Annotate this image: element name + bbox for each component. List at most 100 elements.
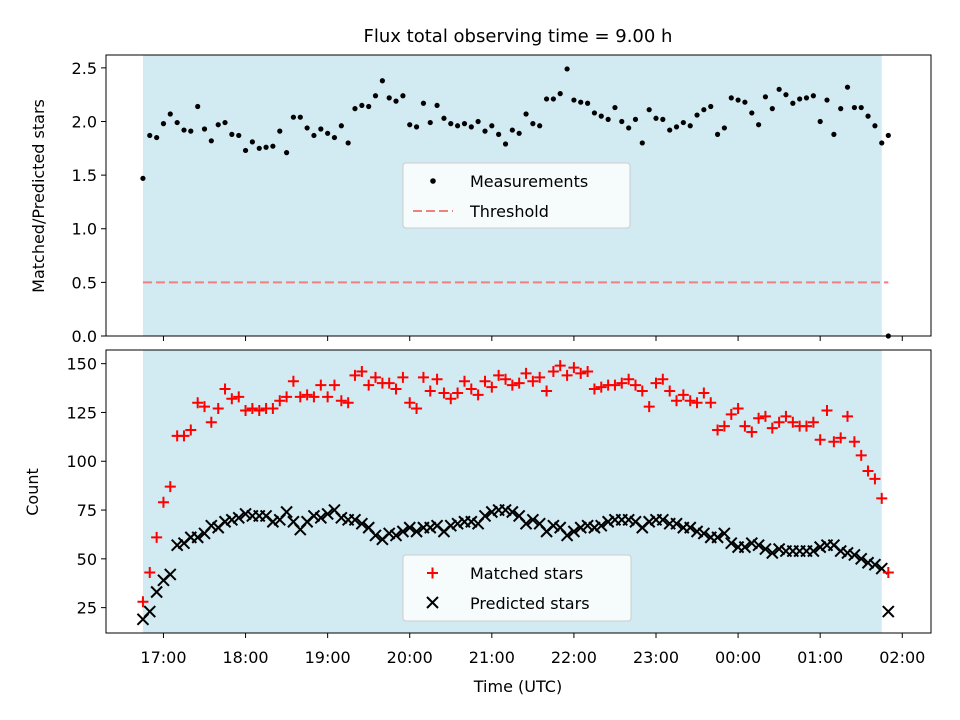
predicted-stars-point (239, 507, 252, 521)
matched-stars-point (294, 391, 306, 403)
measurement-point (605, 116, 611, 122)
top-x-ticks (162, 336, 903, 341)
measurement-point (831, 131, 837, 137)
predicted-stars-point (772, 542, 786, 556)
measurement-point (646, 107, 652, 113)
top-y-ticks: 0.0 0.5 1.0 1.5 2.0 2.5 (72, 59, 106, 346)
top-y-tick-label: 2.0 (72, 112, 97, 131)
measurement-point (468, 124, 474, 130)
predicted-stars-point (424, 521, 437, 534)
predicted-stars-point (861, 556, 875, 569)
matched-stars-point (862, 465, 874, 477)
predicted-stars-point (567, 525, 581, 538)
matched-stars-point (732, 403, 744, 415)
predicted-stars-point (335, 511, 348, 525)
predicted-stars-point (307, 509, 321, 523)
measurement-point (338, 123, 344, 129)
measurement-points (140, 66, 891, 339)
measurement-point (721, 125, 727, 131)
measurement-point (585, 100, 591, 106)
predicted-stars-point (205, 519, 218, 532)
matched-stars-point (404, 397, 416, 409)
matched-stars-point (821, 405, 833, 417)
bottom-x-ticks: 17:00 18:00 19:00 20:00 21:00 22:00 23:00 00:00… (140, 633, 925, 667)
measurement-point (865, 113, 871, 119)
matched-stars-point (609, 379, 621, 391)
matched-stars-point (390, 383, 402, 395)
measurement-point (571, 97, 577, 103)
matched-stars-point (650, 377, 662, 389)
measurement-point (482, 128, 488, 134)
matched-stars-point (643, 401, 655, 413)
measurement-point (872, 123, 878, 129)
legend-matched-marker (427, 567, 438, 579)
predicted-stars-point (547, 519, 560, 532)
matched-stars-point (568, 362, 580, 374)
predicted-stars-point (526, 513, 540, 527)
matched-stars-point (465, 383, 477, 395)
matched-stars-point (664, 385, 676, 397)
predicted-stars-point (841, 546, 854, 560)
measurement-point (160, 121, 167, 127)
measurement-point (879, 140, 885, 146)
top-axes-frame (105, 54, 932, 337)
measurement-point (352, 106, 358, 112)
matched-stars-point (349, 369, 361, 381)
matched-stars-point (185, 424, 197, 436)
top-legend-box (402, 162, 631, 229)
measurement-point (578, 99, 584, 105)
measurement-point (714, 131, 721, 137)
matched-stars-point (800, 420, 812, 432)
measurement-point (619, 118, 625, 125)
matched-stars-point (712, 424, 724, 436)
measurement-point (885, 132, 891, 139)
measurement-point (345, 140, 351, 146)
measurement-point (550, 96, 556, 102)
predicted-stars-point (813, 540, 827, 554)
measurement-point (379, 78, 385, 84)
matched-stars-point (773, 416, 785, 428)
legend-measurements-marker (430, 178, 436, 184)
matched-stars-point (417, 371, 429, 383)
count-points (136, 360, 895, 626)
matched-stars-point (479, 375, 491, 387)
matched-stars-point (677, 389, 689, 401)
legend-predicted-marker (426, 596, 439, 609)
matched-stars-point (192, 397, 204, 409)
measurement-point (140, 175, 146, 181)
matched-stars-point (575, 367, 587, 379)
matched-stars-point (246, 403, 258, 415)
matched-stars-point (458, 375, 470, 387)
measurement-point (461, 121, 468, 127)
matched-stars-point (370, 371, 381, 383)
matched-stars-point (233, 391, 245, 403)
measurement-point (434, 102, 440, 109)
matched-stars-point (164, 481, 176, 493)
predicted-stars-point (834, 544, 847, 558)
top-y-tick-label: 0.5 (72, 273, 97, 292)
matched-stars-point (848, 436, 860, 448)
measurement-point (359, 102, 365, 109)
matched-stars-point (588, 383, 600, 395)
measurement-point (557, 91, 563, 97)
measurement-point (776, 86, 782, 92)
measurement-point (331, 134, 338, 141)
predicted-stars-point (403, 521, 416, 534)
predicted-stars-point (868, 558, 882, 571)
measurement-point (797, 96, 803, 102)
matched-stars-point (315, 379, 327, 391)
matched-stars-point (493, 369, 505, 381)
chart-title: Flux total observing time = 9.00 h (364, 26, 673, 47)
matched-stars-point (623, 373, 635, 385)
measurement-point (222, 119, 228, 126)
measurement-point (249, 139, 255, 145)
matched-stars-point (424, 385, 436, 397)
measurement-point (543, 96, 550, 102)
measurement-point (413, 124, 420, 130)
matched-stars-point (500, 373, 512, 385)
matched-stars-point (335, 395, 347, 407)
measurement-point (441, 115, 447, 121)
matched-stars-point (698, 387, 710, 399)
measurement-point (195, 103, 201, 110)
x-tick-label: 23:00 (633, 648, 679, 667)
